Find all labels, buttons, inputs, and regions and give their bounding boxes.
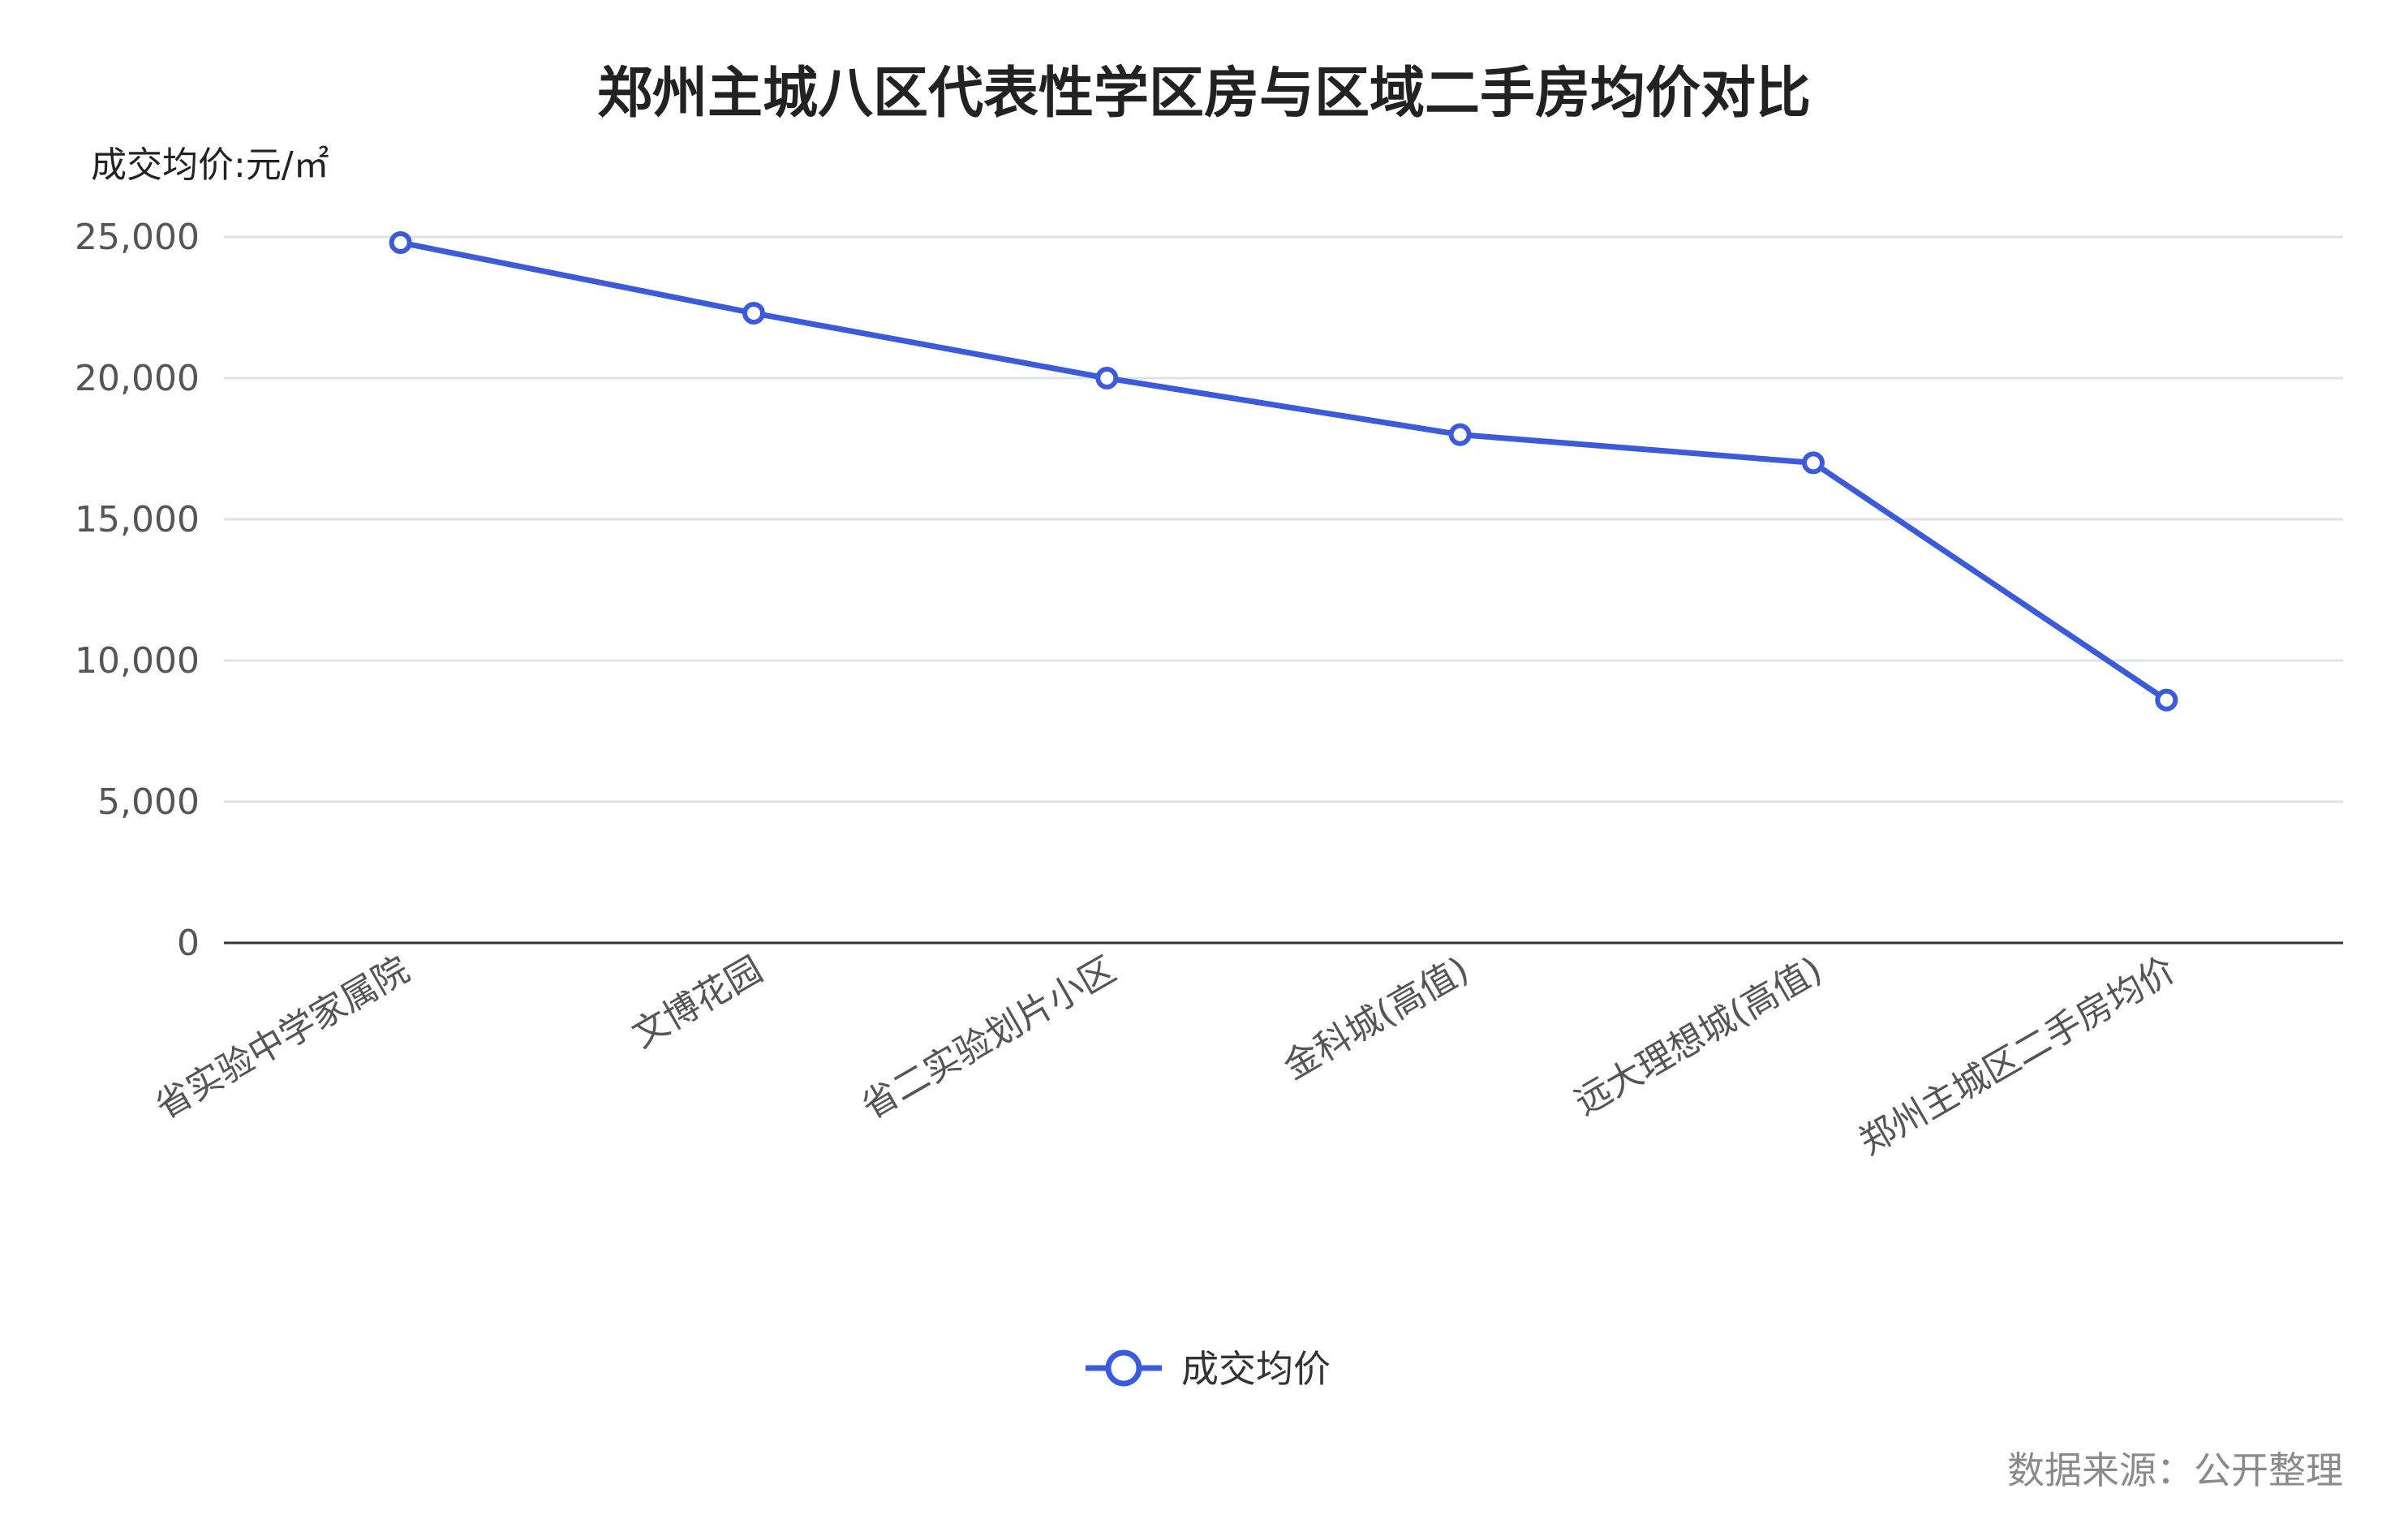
chart-title: 郑州主城八区代表性学区房与区域二手房均价对比 xyxy=(597,62,1811,126)
series-group xyxy=(389,230,2178,712)
x-tick-label: 远大理想城(高值) xyxy=(1568,949,1830,1123)
y-tick-label: 25,000 xyxy=(75,217,200,258)
y-tick-label: 0 xyxy=(177,923,200,964)
x-tick-label: 郑州主城区二手房均价 xyxy=(1852,949,2182,1163)
y-tick-label: 5,000 xyxy=(97,781,200,823)
data-point[interactable] xyxy=(1095,367,1119,389)
data-point[interactable] xyxy=(1448,423,1472,446)
data-point[interactable] xyxy=(2155,688,2178,712)
legend[interactable]: 成交均价 xyxy=(1086,1347,1331,1391)
x-tick-label: 金科城(高值) xyxy=(1276,949,1476,1087)
x-axis-ticks: 省实验中学家属院 文博花园 省二实验划片小区 金科城(高值) 远大理想城(高值) 郑州主城… xyxy=(148,949,2182,1163)
data-point[interactable] xyxy=(389,230,412,254)
legend-marker-swatch xyxy=(1105,1349,1142,1387)
grid-lines xyxy=(224,235,2343,803)
y-axis-label: 成交均价:元/㎡ xyxy=(91,144,329,186)
source-note: 数据来源：公开整理 xyxy=(2007,1448,2343,1492)
data-point[interactable] xyxy=(1802,451,1825,475)
x-tick-label: 省二实验划片小区 xyxy=(854,949,1122,1127)
series-line xyxy=(398,239,2169,704)
legend-label: 成交均价 xyxy=(1181,1347,1331,1391)
x-tick-label: 文博花园 xyxy=(626,949,770,1056)
y-tick-label: 20,000 xyxy=(75,358,200,399)
y-axis-ticks: 0 5,000 10,000 15,000 20,000 25,000 xyxy=(75,217,200,964)
data-point[interactable] xyxy=(742,301,765,325)
y-tick-label: 15,000 xyxy=(75,499,200,540)
y-tick-label: 10,000 xyxy=(75,640,200,682)
x-tick-label: 省实验中学家属院 xyxy=(148,949,416,1127)
